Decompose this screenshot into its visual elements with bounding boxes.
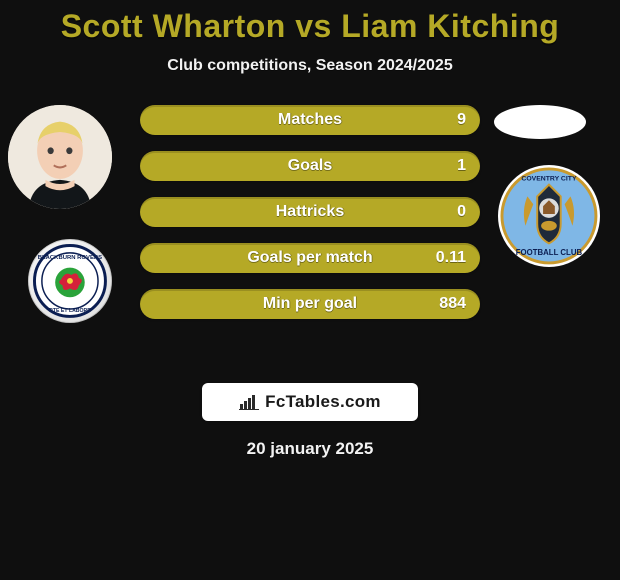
stat-bar-hattricks: Hattricks 0	[140, 197, 480, 227]
player2-avatar	[494, 105, 586, 139]
page-title: Scott Wharton vs Liam Kitching	[0, 0, 620, 45]
player1-avatar	[8, 105, 112, 209]
stat-bar-min-per-goal: Min per goal 884	[140, 289, 480, 319]
comparison-card: Scott Wharton vs Liam Kitching Club comp…	[0, 0, 620, 580]
stat-value: 884	[439, 289, 466, 319]
player2-name: Liam Kitching	[341, 8, 559, 44]
stat-value: 9	[457, 105, 466, 135]
stat-value: 1	[457, 151, 466, 181]
svg-text:RTE ET LABORE: RTE ET LABORE	[49, 308, 91, 314]
date-text: 20 january 2025	[0, 439, 620, 459]
club-crest-icon: FOOTBALL CLUB COVENTRY CITY	[500, 167, 598, 265]
stat-label: Min per goal	[263, 295, 357, 313]
svg-text:BLACKBURN ROVERS: BLACKBURN ROVERS	[38, 255, 102, 261]
subtitle: Club competitions, Season 2024/2025	[0, 57, 620, 75]
player2-club-badge: FOOTBALL CLUB COVENTRY CITY	[498, 165, 600, 267]
stat-bar-matches: Matches 9	[140, 105, 480, 135]
stat-value: 0.11	[436, 243, 466, 273]
club-crest-icon: BLACKBURN ROVERS RTE ET LABORE	[33, 244, 107, 318]
stat-bars: Matches 9 Goals 1 Hattricks 0 Goals per …	[140, 105, 480, 335]
branding-text: FcTables.com	[265, 392, 381, 412]
stat-label: Goals	[288, 157, 332, 175]
player-face-icon	[8, 105, 112, 209]
svg-text:COVENTRY CITY: COVENTRY CITY	[521, 176, 577, 183]
player1-name: Scott Wharton	[61, 8, 286, 44]
stat-value: 0	[457, 197, 466, 227]
player1-club-badge: BLACKBURN ROVERS RTE ET LABORE	[28, 239, 112, 323]
stat-bar-goals: Goals 1	[140, 151, 480, 181]
stat-bar-goals-per-match: Goals per match 0.11	[140, 243, 480, 273]
branding-badge: FcTables.com	[202, 383, 418, 421]
svg-text:FOOTBALL CLUB: FOOTBALL CLUB	[516, 248, 583, 257]
stat-label: Matches	[278, 111, 342, 129]
stat-label: Hattricks	[276, 203, 344, 221]
chart-icon	[239, 394, 259, 410]
stat-label: Goals per match	[247, 249, 372, 267]
vs-text: vs	[295, 8, 332, 44]
content-area: BLACKBURN ROVERS RTE ET LABORE FOOTBALL …	[0, 105, 620, 365]
